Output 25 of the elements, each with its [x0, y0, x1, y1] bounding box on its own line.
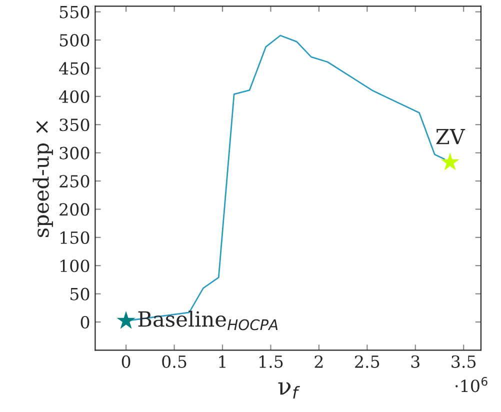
y-axis-title: speed-up × — [32, 121, 53, 237]
x-tick-label: 1 — [219, 355, 226, 368]
x-tick-label: 1.5 — [259, 355, 283, 368]
y-tick-label: 0 — [80, 316, 90, 329]
y-tick-label: 400 — [59, 90, 90, 103]
y-tick-label: 100 — [60, 260, 90, 272]
y-tick-label: 200 — [60, 203, 90, 216]
x-tick-label: 0 — [122, 355, 130, 368]
series-label: Baseline$_{HOCPA}$ — [138, 310, 278, 330]
y-tick-label: 150 — [60, 231, 90, 244]
y-tick-label: 250 — [60, 174, 90, 188]
x-tick-label: 3 — [411, 355, 420, 368]
y-tick-label: 550 — [60, 6, 90, 18]
y-tick-label: 500 — [60, 34, 90, 47]
x-tick-label: 2.5 — [355, 355, 380, 368]
x-axis-title: ν$_{f}$ — [278, 382, 300, 399]
text: ·10$^{6}$ — [456, 376, 488, 392]
x-tick-label: 3.5 — [452, 355, 476, 368]
x-tick-label: 2 — [314, 355, 323, 368]
y-tick-label: 50 — [70, 288, 90, 300]
series-label: ZV — [436, 128, 466, 144]
x-tick-label: 0.5 — [162, 355, 186, 368]
y-tick-label: 450 — [59, 62, 90, 75]
y-tick-label: 300 — [60, 146, 90, 160]
y-tick-label: 350 — [60, 118, 90, 132]
